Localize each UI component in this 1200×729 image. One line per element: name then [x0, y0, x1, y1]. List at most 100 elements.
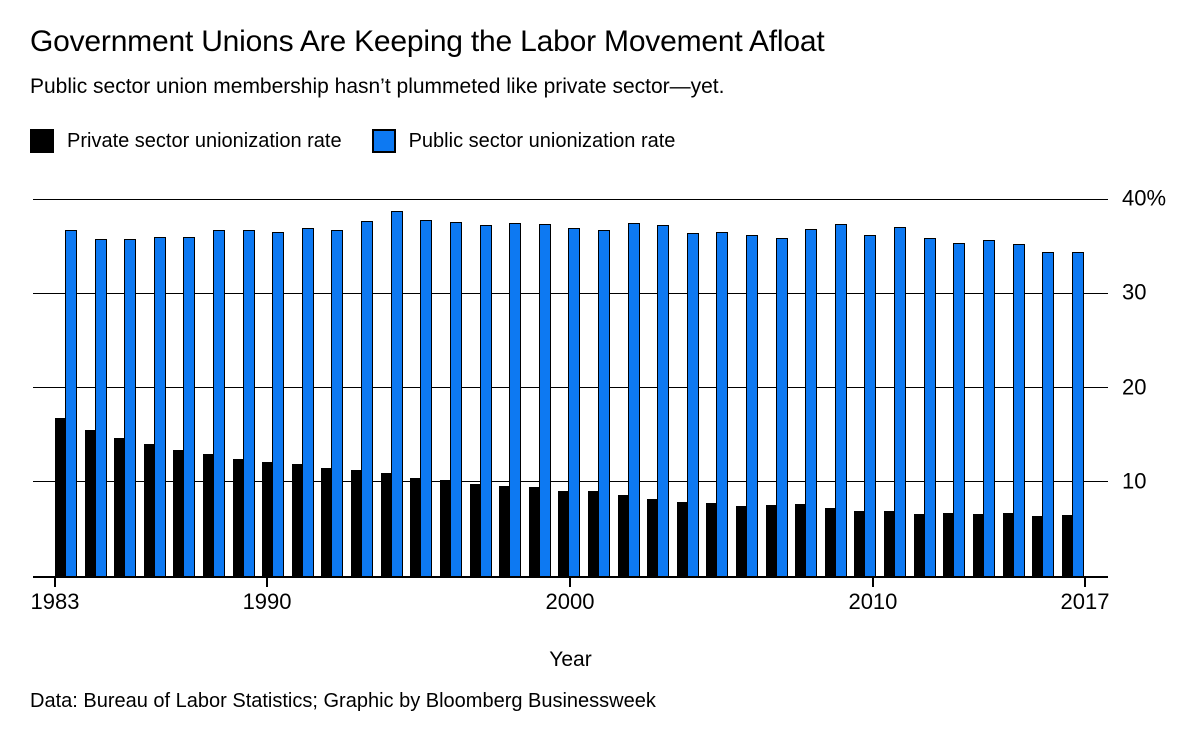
bar-public-2004 — [686, 232, 699, 576]
bar-group-1984 — [84, 199, 107, 576]
bar-public-2009 — [834, 223, 847, 576]
bar-group-1986 — [143, 199, 166, 576]
bar-private-2000 — [558, 491, 569, 576]
bar-public-2002 — [627, 222, 640, 576]
bar-public-2003 — [657, 225, 670, 576]
bar-group-1994 — [380, 199, 403, 576]
bar-public-2017 — [1071, 251, 1084, 576]
bar-group-2015 — [1002, 199, 1025, 576]
bar-public-2015 — [1012, 244, 1025, 576]
bar-group-1988 — [203, 199, 226, 576]
bar-public-1997 — [479, 225, 492, 576]
bar-private-2012 — [913, 513, 924, 576]
bar-group-2007 — [765, 199, 788, 576]
bar-private-1987 — [173, 449, 184, 576]
bar-public-2007 — [775, 237, 788, 576]
bar-group-2012 — [913, 199, 936, 576]
bar-group-2005 — [706, 199, 729, 576]
bar-group-1995 — [410, 199, 433, 576]
y-axis-label: 40% — [1122, 185, 1167, 211]
bar-private-2002 — [617, 494, 628, 576]
bar-group-2003 — [647, 199, 670, 576]
x-tick-2010 — [871, 578, 874, 587]
bar-group-2000 — [558, 199, 581, 576]
plot-area: 40% 30 20 10 1983 1990 2000 2010 2017 — [31, 185, 1167, 614]
bar-private-2009 — [824, 508, 835, 576]
bar-private-2003 — [647, 498, 658, 576]
x-tick-label-2017: 2017 — [1060, 589, 1110, 614]
bar-public-1985 — [124, 238, 137, 576]
bar-public-2006 — [746, 234, 759, 576]
bar-public-1987 — [183, 236, 196, 576]
bar-public-2010 — [864, 234, 877, 576]
bar-public-1989 — [242, 230, 255, 576]
bar-group-2013 — [943, 199, 966, 576]
bar-group-1985 — [114, 199, 137, 576]
bar-public-1986 — [153, 236, 166, 576]
bar-private-1988 — [203, 454, 214, 576]
bar-private-2011 — [884, 510, 895, 576]
bar-private-1992 — [321, 467, 332, 576]
bar-private-1985 — [114, 438, 125, 576]
x-tick-label-2010: 2010 — [848, 589, 898, 614]
x-tick-1983 — [54, 578, 56, 587]
bar-private-1996 — [439, 479, 450, 576]
bar-private-1986 — [143, 444, 154, 576]
bar-public-1983 — [65, 230, 77, 576]
bar-group-1989 — [232, 199, 255, 576]
legend: Private sector unionization rate Public … — [30, 129, 675, 153]
bar-group-2011 — [884, 199, 907, 576]
gridline-40 — [33, 199, 1108, 201]
bar-group-1996 — [439, 199, 462, 576]
bar-public-1995 — [420, 219, 433, 576]
bar-public-1994 — [390, 211, 403, 576]
bar-private-2008 — [795, 504, 806, 576]
x-tick-2000 — [569, 578, 571, 587]
legend-item-public: Public sector unionization rate — [371, 129, 675, 153]
bar-group-2010 — [854, 199, 877, 576]
x-tick-label-2000: 2000 — [545, 589, 595, 614]
bar-private-2004 — [676, 501, 687, 576]
bar-group-2002 — [617, 199, 640, 576]
bar-private-1983 — [55, 417, 65, 576]
bar-private-1989 — [232, 459, 243, 576]
bar-private-1993 — [351, 470, 362, 576]
legend-item-private: Private sector unionization rate — [30, 129, 342, 153]
source-caption: Data: Bureau of Labor Statistics; Graphi… — [30, 690, 656, 712]
bar-public-2000 — [568, 228, 581, 576]
x-tick-1990 — [266, 578, 269, 587]
bar-public-1984 — [94, 238, 107, 576]
bar-public-1990 — [272, 232, 285, 576]
bar-private-1991 — [291, 463, 302, 576]
bar-group-2004 — [676, 199, 699, 576]
bar-group-2006 — [736, 199, 759, 576]
bar-public-1988 — [213, 230, 226, 576]
bar-group-2017 — [1061, 199, 1084, 576]
chart-title: Government Unions Are Keeping the Labor … — [30, 25, 825, 58]
x-tick-2017 — [1084, 578, 1086, 587]
bar-public-1991 — [301, 228, 314, 576]
x-axis-title: Year — [549, 648, 592, 671]
bar-group-2014 — [972, 199, 995, 576]
bar-public-1993 — [361, 220, 374, 576]
bar-public-1996 — [449, 221, 462, 576]
bar-private-2007 — [765, 505, 776, 576]
bar-public-2001 — [597, 230, 610, 576]
bar-group-1983 — [55, 199, 77, 576]
bar-group-1992 — [321, 199, 344, 576]
legend-swatch-private — [30, 129, 54, 153]
bar-group-1987 — [173, 199, 196, 576]
bar-group-1991 — [291, 199, 314, 576]
bar-private-2006 — [736, 506, 747, 576]
bar-public-2012 — [923, 237, 936, 576]
y-axis-label: 30 — [1122, 279, 1147, 305]
bar-group-2009 — [824, 199, 847, 576]
bar-private-2015 — [1002, 512, 1013, 576]
legend-swatch-public — [371, 129, 396, 153]
bar-public-1992 — [331, 230, 344, 576]
x-tick-label-1983: 1983 — [30, 589, 80, 614]
bar-private-1994 — [380, 473, 391, 576]
bar-public-2013 — [953, 243, 966, 576]
bar-private-2013 — [943, 512, 954, 576]
